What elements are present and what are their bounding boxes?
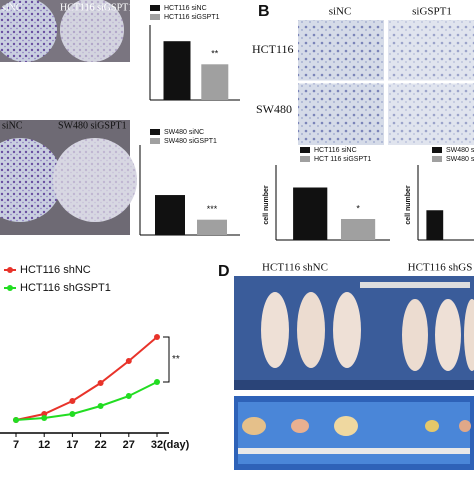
column-label: siGSPT1 — [412, 6, 452, 18]
bar — [201, 64, 229, 100]
photo-label: HCT116 siGSPT1 — [60, 2, 133, 13]
x-tick-label: 32 — [151, 439, 163, 451]
row-label: SW480 — [256, 102, 292, 116]
y-axis-label: cell number — [405, 185, 412, 225]
group-label: HCT116 shGS — [408, 262, 473, 274]
x-tick-label: 12 — [38, 439, 50, 451]
legend-label: SW480 siG — [446, 156, 474, 163]
legend-label: HCT 116 siGSPT1 — [314, 156, 371, 163]
data-point — [97, 403, 104, 409]
tumor-photo — [234, 396, 474, 470]
column-label: siNC — [329, 6, 352, 18]
legend-label: HCT116 siNC — [164, 5, 207, 12]
legend-label: HCT116 shGSPT1 — [20, 282, 111, 294]
significance: * — [356, 203, 360, 213]
bar — [197, 219, 227, 235]
data-point — [125, 393, 132, 399]
series-line — [15, 381, 158, 421]
data-point — [69, 411, 76, 417]
legend-swatch — [150, 5, 160, 11]
legend-swatch — [432, 147, 442, 153]
significance: ** — [172, 354, 180, 365]
bar — [340, 219, 376, 240]
significance: ** — [211, 49, 219, 59]
row-label: HCT116 — [252, 42, 294, 56]
significance-bracket — [163, 336, 170, 383]
group-label: HCT116 shNC — [262, 262, 328, 274]
legend-label: SW480 siN — [446, 147, 474, 154]
legend-label: HCT116 shNC — [20, 264, 91, 276]
data-point — [154, 379, 160, 385]
photo-label: SW480 siGSPT1 — [58, 120, 127, 131]
x-axis-label: (day) — [163, 439, 190, 451]
panel-label: D — [218, 263, 230, 280]
bar — [426, 210, 444, 240]
y-axis-label: cell number — [263, 185, 270, 225]
plate-photo-a-top — [0, 0, 130, 62]
photo-label: siNC — [2, 2, 23, 13]
legend-swatch — [300, 156, 310, 162]
significance: *** — [207, 204, 218, 214]
panel-label: B — [258, 3, 270, 20]
legend-marker — [7, 267, 13, 273]
data-point — [69, 398, 76, 404]
x-tick-label: 22 — [94, 439, 106, 451]
legend-swatch — [150, 14, 160, 20]
data-point — [13, 417, 19, 423]
legend-swatch — [432, 156, 442, 162]
bar — [293, 187, 328, 240]
legend-marker — [7, 285, 13, 291]
bar — [163, 41, 191, 100]
plate-photo-a-bottom — [0, 120, 137, 235]
photo-label: siNC — [2, 120, 23, 131]
x-tick-label: 27 — [123, 439, 135, 451]
series-line — [15, 336, 158, 421]
legend-label: SW480 siGSPT1 — [164, 138, 217, 145]
bar — [155, 195, 185, 235]
legend-label: HCT116 siNC — [314, 147, 357, 154]
legend-label: SW480 siNC — [164, 129, 204, 136]
legend-swatch — [150, 129, 160, 135]
data-point — [154, 334, 160, 340]
data-point — [41, 415, 48, 421]
legend-label: HCT116 siGSPT1 — [164, 14, 220, 21]
data-point — [125, 358, 132, 364]
data-point — [97, 380, 104, 386]
mouse-photo — [234, 276, 474, 390]
legend-swatch — [150, 138, 160, 144]
x-tick-label: 7 — [13, 439, 19, 451]
x-tick-label: 17 — [66, 439, 78, 451]
legend-swatch — [300, 147, 310, 153]
